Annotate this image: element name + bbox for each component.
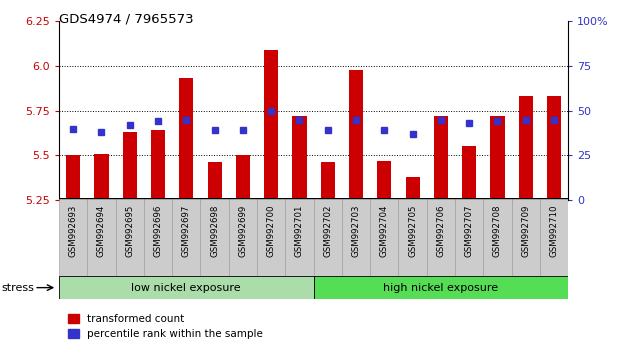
Bar — [207, 162, 222, 200]
Text: GSM992703: GSM992703 — [351, 205, 361, 257]
Text: GSM992694: GSM992694 — [97, 205, 106, 257]
Bar — [512, 198, 540, 278]
Text: GSM992707: GSM992707 — [465, 205, 474, 257]
Bar — [455, 198, 483, 278]
Bar — [201, 198, 229, 278]
Text: GSM992708: GSM992708 — [493, 205, 502, 257]
Bar — [547, 96, 561, 200]
Bar — [519, 96, 533, 200]
Bar — [179, 79, 193, 200]
Bar — [314, 198, 342, 278]
Bar — [229, 198, 257, 278]
Bar — [59, 198, 88, 278]
Bar — [264, 50, 278, 200]
Bar — [342, 198, 370, 278]
Text: stress: stress — [1, 282, 34, 293]
Text: GSM992698: GSM992698 — [210, 205, 219, 257]
Bar — [144, 198, 172, 278]
Text: GSM992702: GSM992702 — [324, 205, 332, 257]
Bar — [462, 147, 476, 200]
Text: GSM992709: GSM992709 — [521, 205, 530, 257]
Bar — [349, 69, 363, 200]
Text: GSM992699: GSM992699 — [238, 205, 247, 257]
Bar — [406, 177, 420, 200]
Text: GSM992705: GSM992705 — [408, 205, 417, 257]
Bar — [66, 155, 80, 200]
Text: high nickel exposure: high nickel exposure — [383, 282, 499, 293]
Bar — [257, 198, 285, 278]
Bar — [540, 198, 568, 278]
Bar — [151, 130, 165, 200]
Bar — [434, 116, 448, 200]
Bar — [59, 276, 314, 299]
Text: GSM992693: GSM992693 — [69, 205, 78, 257]
Text: GSM992706: GSM992706 — [437, 205, 445, 257]
Text: GSM992710: GSM992710 — [550, 205, 558, 257]
Bar — [236, 155, 250, 200]
Bar — [94, 154, 109, 200]
Bar — [399, 198, 427, 278]
Text: low nickel exposure: low nickel exposure — [132, 282, 241, 293]
Text: GDS4974 / 7965573: GDS4974 / 7965573 — [59, 12, 194, 25]
Bar — [285, 198, 314, 278]
Text: GSM992697: GSM992697 — [182, 205, 191, 257]
Text: GSM992696: GSM992696 — [153, 205, 163, 257]
Text: GSM992704: GSM992704 — [380, 205, 389, 257]
Text: GSM992701: GSM992701 — [295, 205, 304, 257]
Bar — [378, 161, 391, 200]
Legend: transformed count, percentile rank within the sample: transformed count, percentile rank withi… — [64, 310, 267, 343]
Bar — [491, 116, 504, 200]
Text: GSM992695: GSM992695 — [125, 205, 134, 257]
Bar — [88, 198, 116, 278]
Bar — [123, 132, 137, 200]
Bar — [370, 198, 399, 278]
Bar — [427, 198, 455, 278]
Bar — [116, 198, 144, 278]
Bar — [320, 162, 335, 200]
Bar — [172, 198, 201, 278]
Bar — [314, 276, 568, 299]
Bar — [292, 116, 307, 200]
Bar — [483, 198, 512, 278]
Text: GSM992700: GSM992700 — [266, 205, 276, 257]
